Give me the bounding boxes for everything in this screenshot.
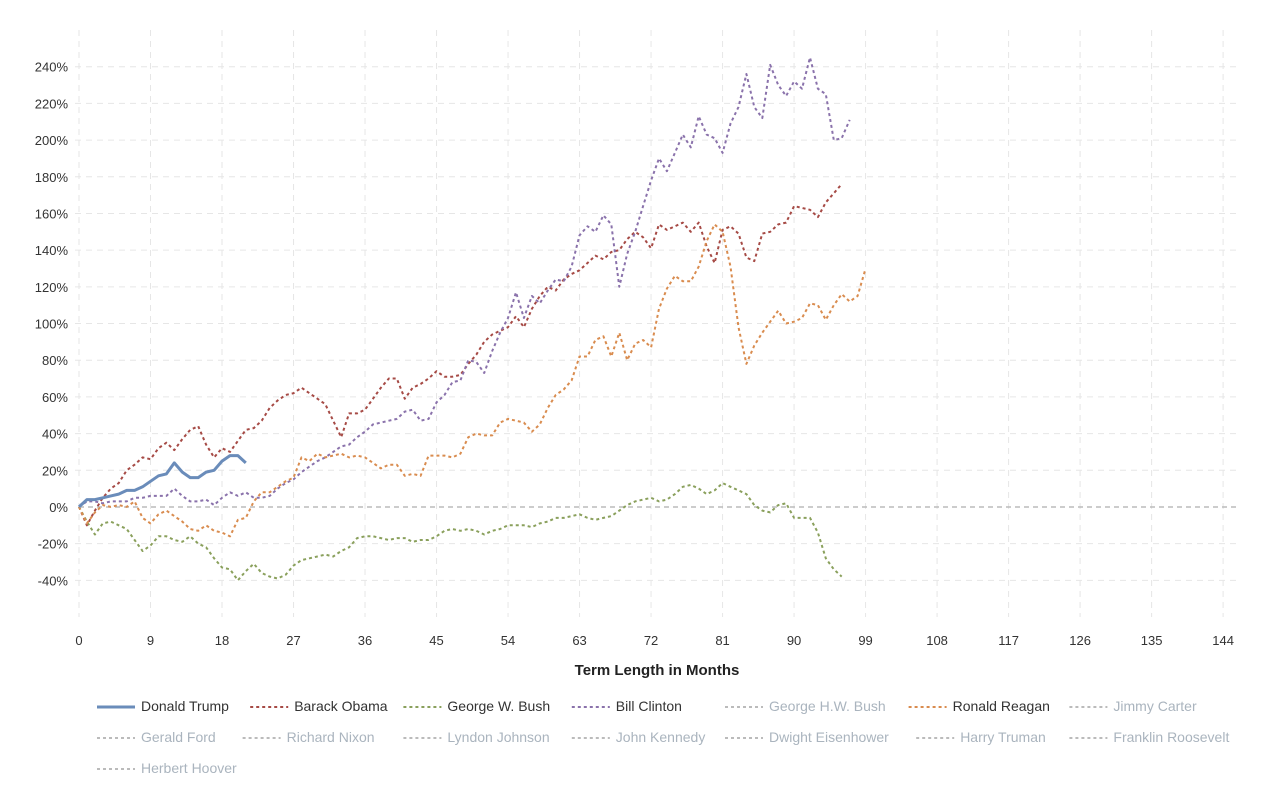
legend-label: Harry Truman <box>960 729 1046 745</box>
legend-item-george-w-bush[interactable]: George W. Bush <box>403 698 550 714</box>
y-tick-label: -20% <box>38 537 69 552</box>
x-tick-label: 63 <box>572 633 586 648</box>
legend-label: Richard Nixon <box>287 729 375 745</box>
y-tick-label: 20% <box>42 463 68 478</box>
legend-item-harry-truman[interactable]: Harry Truman <box>916 729 1046 745</box>
series-line-donald-trump <box>77 454 247 509</box>
legend-label: Franklin Roosevelt <box>1113 729 1229 745</box>
legend-item-dwight-eisenhower[interactable]: Dwight Eisenhower <box>725 729 889 745</box>
series-line-george-w-bush <box>78 482 843 582</box>
legend-item-ronald-reagan[interactable]: Ronald Reagan <box>908 698 1050 714</box>
legend-label: Jimmy Carter <box>1113 698 1197 714</box>
legend-label: John Kennedy <box>616 729 706 745</box>
series-line-ronald-reagan <box>78 223 867 538</box>
legend-item-franklin-roosevelt[interactable]: Franklin Roosevelt <box>1069 729 1229 745</box>
y-tick-label: 0% <box>49 500 68 515</box>
legend-item-lyndon-johnson[interactable]: Lyndon Johnson <box>403 729 550 745</box>
grid <box>75 30 1239 617</box>
legend-label: Lyndon Johnson <box>447 729 549 745</box>
y-tick-label: 120% <box>35 280 69 295</box>
legend-label: Ronald Reagan <box>953 698 1050 714</box>
x-tick-label: 99 <box>858 633 872 648</box>
legend-item-george-h-w-bush[interactable]: George H.W. Bush <box>725 698 886 714</box>
series-line-barack-obama <box>78 183 843 527</box>
y-tick-label: 180% <box>35 170 69 185</box>
legend-label: Gerald Ford <box>141 729 216 745</box>
x-tick-label: 72 <box>644 633 658 648</box>
x-axis-ticks: 0 9 18 27 36 45 54 63 72 81 90 99 108 117 126 135 144 <box>75 633 1234 648</box>
legend-label: Barack Obama <box>294 698 388 714</box>
x-tick-label: 81 <box>715 633 729 648</box>
legend: Donald Trump Barack Obama George W. Bush Bi… <box>97 698 1229 776</box>
x-tick-label: 117 <box>998 633 1019 648</box>
x-tick-label: 90 <box>787 633 801 648</box>
legend-item-richard-nixon[interactable]: Richard Nixon <box>242 729 375 745</box>
x-tick-label: 27 <box>286 633 300 648</box>
legend-label: Dwight Eisenhower <box>769 729 889 745</box>
legend-label: Herbert Hoover <box>141 760 237 776</box>
y-tick-label: 240% <box>35 60 69 75</box>
legend-item-john-kennedy[interactable]: John Kennedy <box>571 729 706 745</box>
series-lines <box>77 56 867 582</box>
x-tick-label: 45 <box>429 633 443 648</box>
y-tick-label: 40% <box>42 427 68 442</box>
x-tick-label: 108 <box>926 633 948 648</box>
y-tick-label: 80% <box>42 353 68 368</box>
legend-label: George H.W. Bush <box>769 698 886 714</box>
y-tick-label: 60% <box>42 390 68 405</box>
legend-label: George W. Bush <box>447 698 550 714</box>
legend-label: Bill Clinton <box>616 698 682 714</box>
y-tick-label: 140% <box>35 243 69 258</box>
x-tick-label: 54 <box>501 633 515 648</box>
x-tick-label: 0 <box>75 633 82 648</box>
x-tick-label: 135 <box>1141 633 1163 648</box>
y-tick-label: 200% <box>35 133 69 148</box>
y-axis-ticks: -40% -20% 0% 20% 40% 60% 80% 100% 120% 140% 160% 18… <box>35 60 69 589</box>
x-axis-title: Term Length in Months <box>575 662 740 679</box>
legend-item-barack-obama[interactable]: Barack Obama <box>250 698 388 714</box>
legend-item-gerald-ford[interactable]: Gerald Ford <box>97 729 216 745</box>
x-tick-label: 18 <box>215 633 229 648</box>
legend-item-donald-trump[interactable]: Donald Trump <box>97 698 229 714</box>
y-tick-label: -40% <box>38 573 69 588</box>
x-tick-label: 144 <box>1212 633 1234 648</box>
y-tick-label: 100% <box>35 317 69 332</box>
x-tick-label: 126 <box>1069 633 1091 648</box>
legend-label: Donald Trump <box>141 698 229 714</box>
series-line-bill-clinton <box>78 56 851 508</box>
x-tick-label: 36 <box>358 633 372 648</box>
legend-item-bill-clinton[interactable]: Bill Clinton <box>571 698 682 714</box>
y-tick-label: 220% <box>35 96 69 111</box>
y-tick-label: 160% <box>35 206 69 221</box>
legend-item-jimmy-carter[interactable]: Jimmy Carter <box>1069 698 1197 714</box>
x-tick-label: 9 <box>147 633 154 648</box>
legend-item-herbert-hoover[interactable]: Herbert Hoover <box>97 760 237 776</box>
